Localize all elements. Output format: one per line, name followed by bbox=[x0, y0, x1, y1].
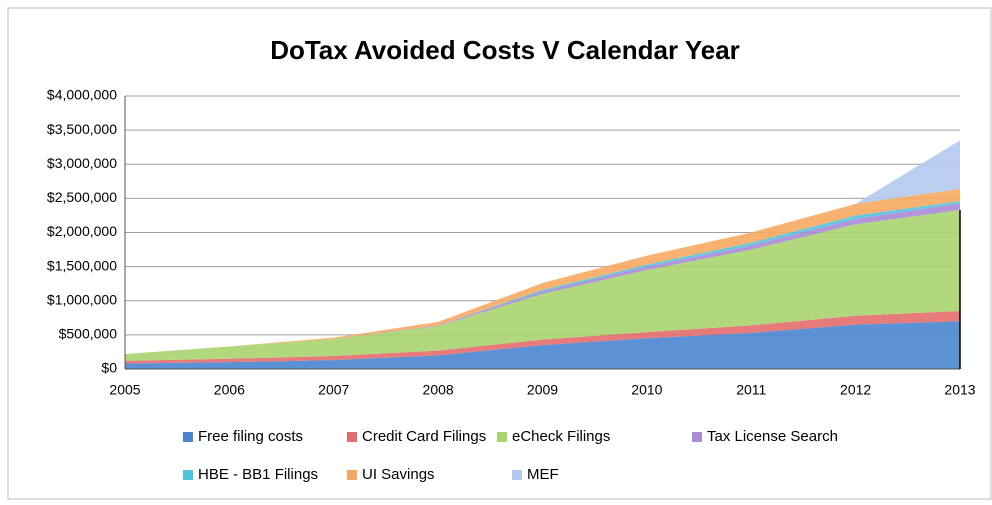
legend-label: eCheck Filings bbox=[512, 428, 610, 445]
legend-swatch bbox=[497, 432, 507, 442]
legend-label: MEF bbox=[527, 466, 559, 483]
area bbox=[125, 310, 960, 364]
y-tick-label: $3,000,000 bbox=[47, 155, 117, 171]
chart-title: DoTax Avoided Costs V Calendar Year bbox=[270, 35, 740, 65]
x-tick-label: 2010 bbox=[631, 382, 662, 398]
area bbox=[125, 209, 960, 361]
legend-swatch bbox=[183, 432, 193, 442]
x-tick-label: 2007 bbox=[318, 382, 349, 398]
y-tick-label: $2,000,000 bbox=[47, 223, 117, 239]
x-tick-label: 2013 bbox=[944, 382, 975, 398]
legend-swatch bbox=[512, 470, 522, 480]
area bbox=[125, 188, 960, 354]
legend-swatch bbox=[692, 432, 702, 442]
x-tick-label: 2005 bbox=[109, 382, 140, 398]
x-tick-label: 2011 bbox=[736, 382, 766, 398]
legend-label: UI Savings bbox=[362, 466, 435, 483]
x-tick-label: 2009 bbox=[527, 382, 558, 398]
area bbox=[125, 203, 960, 354]
legend-swatch bbox=[183, 470, 193, 480]
legend-label: Credit Card Filings bbox=[362, 428, 486, 445]
y-tick-label: $1,500,000 bbox=[47, 257, 117, 273]
x-tick-label: 2008 bbox=[423, 382, 454, 398]
y-tick-label: $1,000,000 bbox=[47, 291, 117, 307]
y-tick-label: $2,500,000 bbox=[47, 189, 117, 205]
y-tick-label: $4,000,000 bbox=[47, 87, 117, 103]
legend-label: Free filing costs bbox=[198, 428, 303, 445]
x-tick-label: 2006 bbox=[214, 382, 245, 398]
legend-label: Tax License Search bbox=[707, 428, 838, 445]
legend-label: HBE - BB1 Filings bbox=[198, 466, 318, 483]
y-tick-label: $0 bbox=[101, 360, 117, 376]
x-tick-label: 2012 bbox=[840, 382, 871, 398]
y-tick-label: $500,000 bbox=[59, 326, 118, 342]
legend-swatch bbox=[347, 470, 357, 480]
legend-swatch bbox=[347, 432, 357, 442]
y-tick-label: $3,500,000 bbox=[47, 121, 117, 137]
